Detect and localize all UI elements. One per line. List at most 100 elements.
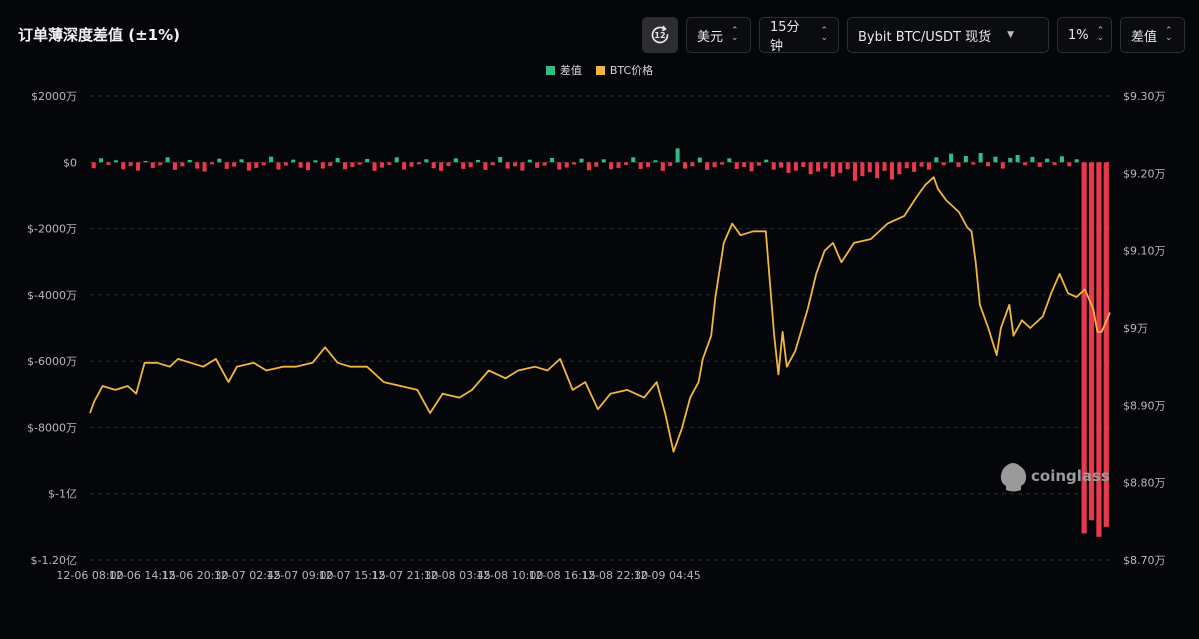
diff-bar[interactable] [461,162,466,169]
diff-bar[interactable] [660,162,665,171]
diff-bar[interactable] [764,159,769,163]
legend-item-diff[interactable]: 差值 [545,62,582,78]
diff-bar[interactable] [402,162,407,170]
diff-bar[interactable] [801,162,806,167]
diff-bar[interactable] [594,162,599,167]
diff-bar[interactable] [1052,162,1057,165]
diff-bar[interactable] [143,160,148,163]
diff-bar[interactable] [239,159,244,163]
diff-bar[interactable] [786,162,791,173]
diff-bar[interactable] [912,162,917,172]
diff-bar[interactable] [978,153,983,163]
diff-bar[interactable] [638,162,643,169]
diff-bar[interactable] [202,162,207,172]
diff-bar[interactable] [372,162,377,171]
diff-bar[interactable] [549,157,554,163]
diff-bar[interactable] [1015,154,1020,163]
diff-bar[interactable] [1074,159,1079,163]
diff-bar[interactable] [424,159,429,163]
diff-bar[interactable] [224,162,229,169]
diff-bar[interactable] [298,162,303,168]
diff-bar[interactable] [150,162,155,168]
diff-bar[interactable] [476,159,481,163]
diff-bar[interactable] [897,162,902,175]
diff-bar[interactable] [276,162,281,170]
diff-bar[interactable] [941,162,946,166]
diff-bar[interactable] [564,162,569,168]
legend-item-btc-price[interactable]: BTC价格 [595,62,653,78]
diff-bar[interactable] [1022,162,1028,166]
diff-bar[interactable] [919,162,924,167]
auto-refresh-button[interactable]: 12 [642,17,678,53]
diff-bar[interactable] [623,162,628,165]
diff-bar[interactable] [254,162,259,168]
diff-bar[interactable] [631,157,636,163]
diff-bar[interactable] [1103,162,1109,527]
diff-bar[interactable] [357,162,362,165]
diff-bar[interactable] [283,162,288,166]
depth-range-select[interactable]: 1% ⌃ ⌄ [1057,17,1112,53]
diff-bar[interactable] [512,162,518,167]
diff-bar[interactable] [1000,162,1005,169]
diff-bar[interactable] [91,162,96,169]
diff-bar[interactable] [712,162,717,168]
diff-bar[interactable] [136,162,141,171]
diff-bar[interactable] [328,162,333,166]
diff-bar[interactable] [838,162,843,173]
diff-bar[interactable] [379,162,384,168]
diff-bar[interactable] [291,159,296,163]
diff-bar[interactable] [246,162,251,171]
diff-bar[interactable] [889,162,894,180]
diff-bar[interactable] [416,162,421,165]
diff-bar[interactable] [350,162,355,167]
btc-price-line[interactable] [89,176,1111,453]
diff-bar[interactable] [586,162,591,171]
diff-bar[interactable] [313,160,318,163]
diff-bar[interactable] [1059,156,1064,163]
diff-bar[interactable] [816,162,821,172]
diff-bar[interactable] [904,162,909,169]
diff-bar[interactable] [195,162,200,169]
diff-bar[interactable] [180,162,185,167]
diff-bar[interactable] [668,162,673,166]
diff-bar[interactable] [261,162,266,166]
diff-bar[interactable] [830,162,835,177]
diff-bar[interactable] [1008,157,1013,163]
diff-bar[interactable] [342,162,348,170]
diff-bar[interactable] [845,162,850,170]
diff-bar[interactable] [232,162,237,167]
diff-bar[interactable] [727,158,732,163]
diff-bar[interactable] [926,162,931,170]
diff-bar[interactable] [742,162,747,167]
diff-bar[interactable] [505,162,510,169]
diff-bar[interactable] [542,162,547,166]
diff-bar[interactable] [1030,156,1035,163]
diff-bar[interactable] [601,159,606,163]
diff-bar[interactable] [771,162,776,170]
diff-bar[interactable] [453,158,458,163]
diff-bar[interactable] [986,162,991,167]
diff-bar[interactable] [719,162,724,165]
diff-bar[interactable] [823,162,828,169]
diff-bar[interactable] [779,162,784,168]
diff-bar[interactable] [520,162,525,171]
diff-bar[interactable] [431,162,436,169]
metric-select[interactable]: 差值 ⌃ ⌄ [1120,17,1185,53]
diff-bar[interactable] [158,162,163,166]
diff-bar[interactable] [705,162,710,170]
diff-bar[interactable] [306,162,311,171]
diff-bar[interactable] [172,162,178,170]
diff-bar[interactable] [793,162,798,171]
diff-bar[interactable] [439,162,444,171]
diff-bar[interactable] [734,162,739,169]
interval-select[interactable]: 15分钟 ⌃ ⌄ [759,17,839,54]
diff-bar[interactable] [749,162,754,172]
diff-bar[interactable] [113,160,118,163]
unit-select[interactable]: 美元 ⌃ ⌄ [686,17,751,53]
diff-bar[interactable] [269,156,274,163]
diff-bar[interactable] [387,162,392,165]
diff-bar[interactable] [756,162,761,166]
diff-bar[interactable] [572,162,577,165]
diff-bar[interactable] [209,162,214,165]
diff-bar[interactable] [993,156,998,163]
